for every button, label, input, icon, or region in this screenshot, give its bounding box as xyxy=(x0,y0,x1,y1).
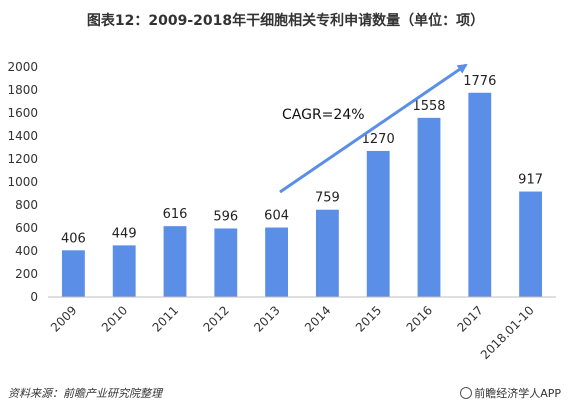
x-axis: 2009 2010 2011 2012 2013 2014 2015 2016 20172018… xyxy=(48,303,537,362)
bar xyxy=(315,209,339,297)
data-label: 449 xyxy=(112,226,137,241)
y-tick-label: 1800 xyxy=(7,83,38,97)
bar xyxy=(519,191,543,297)
cagr-annotation: CAGR=24% xyxy=(282,107,365,123)
y-tick-label: 600 xyxy=(15,221,38,235)
data-label: 1558 xyxy=(412,99,445,114)
bar xyxy=(163,226,187,297)
y-tick-label: 1200 xyxy=(7,152,38,166)
y-tick-label: 1600 xyxy=(7,106,38,120)
x-tick-label: 2013 xyxy=(251,303,282,334)
x-tick-label: 2010 xyxy=(99,303,130,334)
x-tick-label: 2014 xyxy=(302,303,333,334)
x-tick-label: 2018.01-10 xyxy=(478,303,537,362)
data-label: 1270 xyxy=(362,132,395,147)
bar xyxy=(366,150,390,297)
bar xyxy=(468,92,492,297)
x-tick-label: 2015 xyxy=(353,303,384,334)
bar xyxy=(265,227,289,297)
bars xyxy=(61,92,543,297)
y-tick-label: 400 xyxy=(15,244,38,258)
trend-arrow xyxy=(279,63,468,194)
bar xyxy=(61,250,85,297)
bar xyxy=(417,117,441,297)
source-note: 资料来源：前瞻产业研究院整理 xyxy=(8,387,162,400)
y-tick-label: 1000 xyxy=(7,175,38,189)
data-label: 616 xyxy=(163,207,188,222)
data-label: 596 xyxy=(213,209,238,224)
bar xyxy=(214,228,238,297)
brand-credit: 前瞻经济学人APP xyxy=(460,385,561,401)
data-label: 406 xyxy=(61,231,86,246)
copyright-icon xyxy=(460,387,473,399)
x-tick-label: 2017 xyxy=(454,303,485,334)
y-tick-label: 1400 xyxy=(7,129,38,143)
brand-text: 前瞻经济学人APP xyxy=(474,387,561,400)
data-label: 759 xyxy=(315,191,340,206)
y-tick-label: 800 xyxy=(15,198,38,212)
data-label: 1776 xyxy=(463,74,496,89)
y-tick-label: 2000 xyxy=(7,60,38,74)
y-axis: 0 200 400 600 800 1000 1200 1400 1600 1800 2000 xyxy=(7,60,38,304)
y-tick-label: 0 xyxy=(30,290,38,304)
y-tick-label: 200 xyxy=(15,267,38,281)
x-tick-label: 2011 xyxy=(150,303,181,334)
data-label: 604 xyxy=(264,209,289,224)
data-label: 917 xyxy=(518,173,543,188)
x-tick-label: 2012 xyxy=(200,303,231,334)
bar xyxy=(112,245,136,297)
chart-title: 图表12：2009-2018年干细胞相关专利申请数量（单位：项） xyxy=(86,13,485,29)
x-tick-label: 2016 xyxy=(404,303,435,334)
x-tick-label: 2009 xyxy=(48,303,79,334)
data-labels: 406 449 616 596 604 759 1270 1558 1776 917 xyxy=(61,74,543,247)
